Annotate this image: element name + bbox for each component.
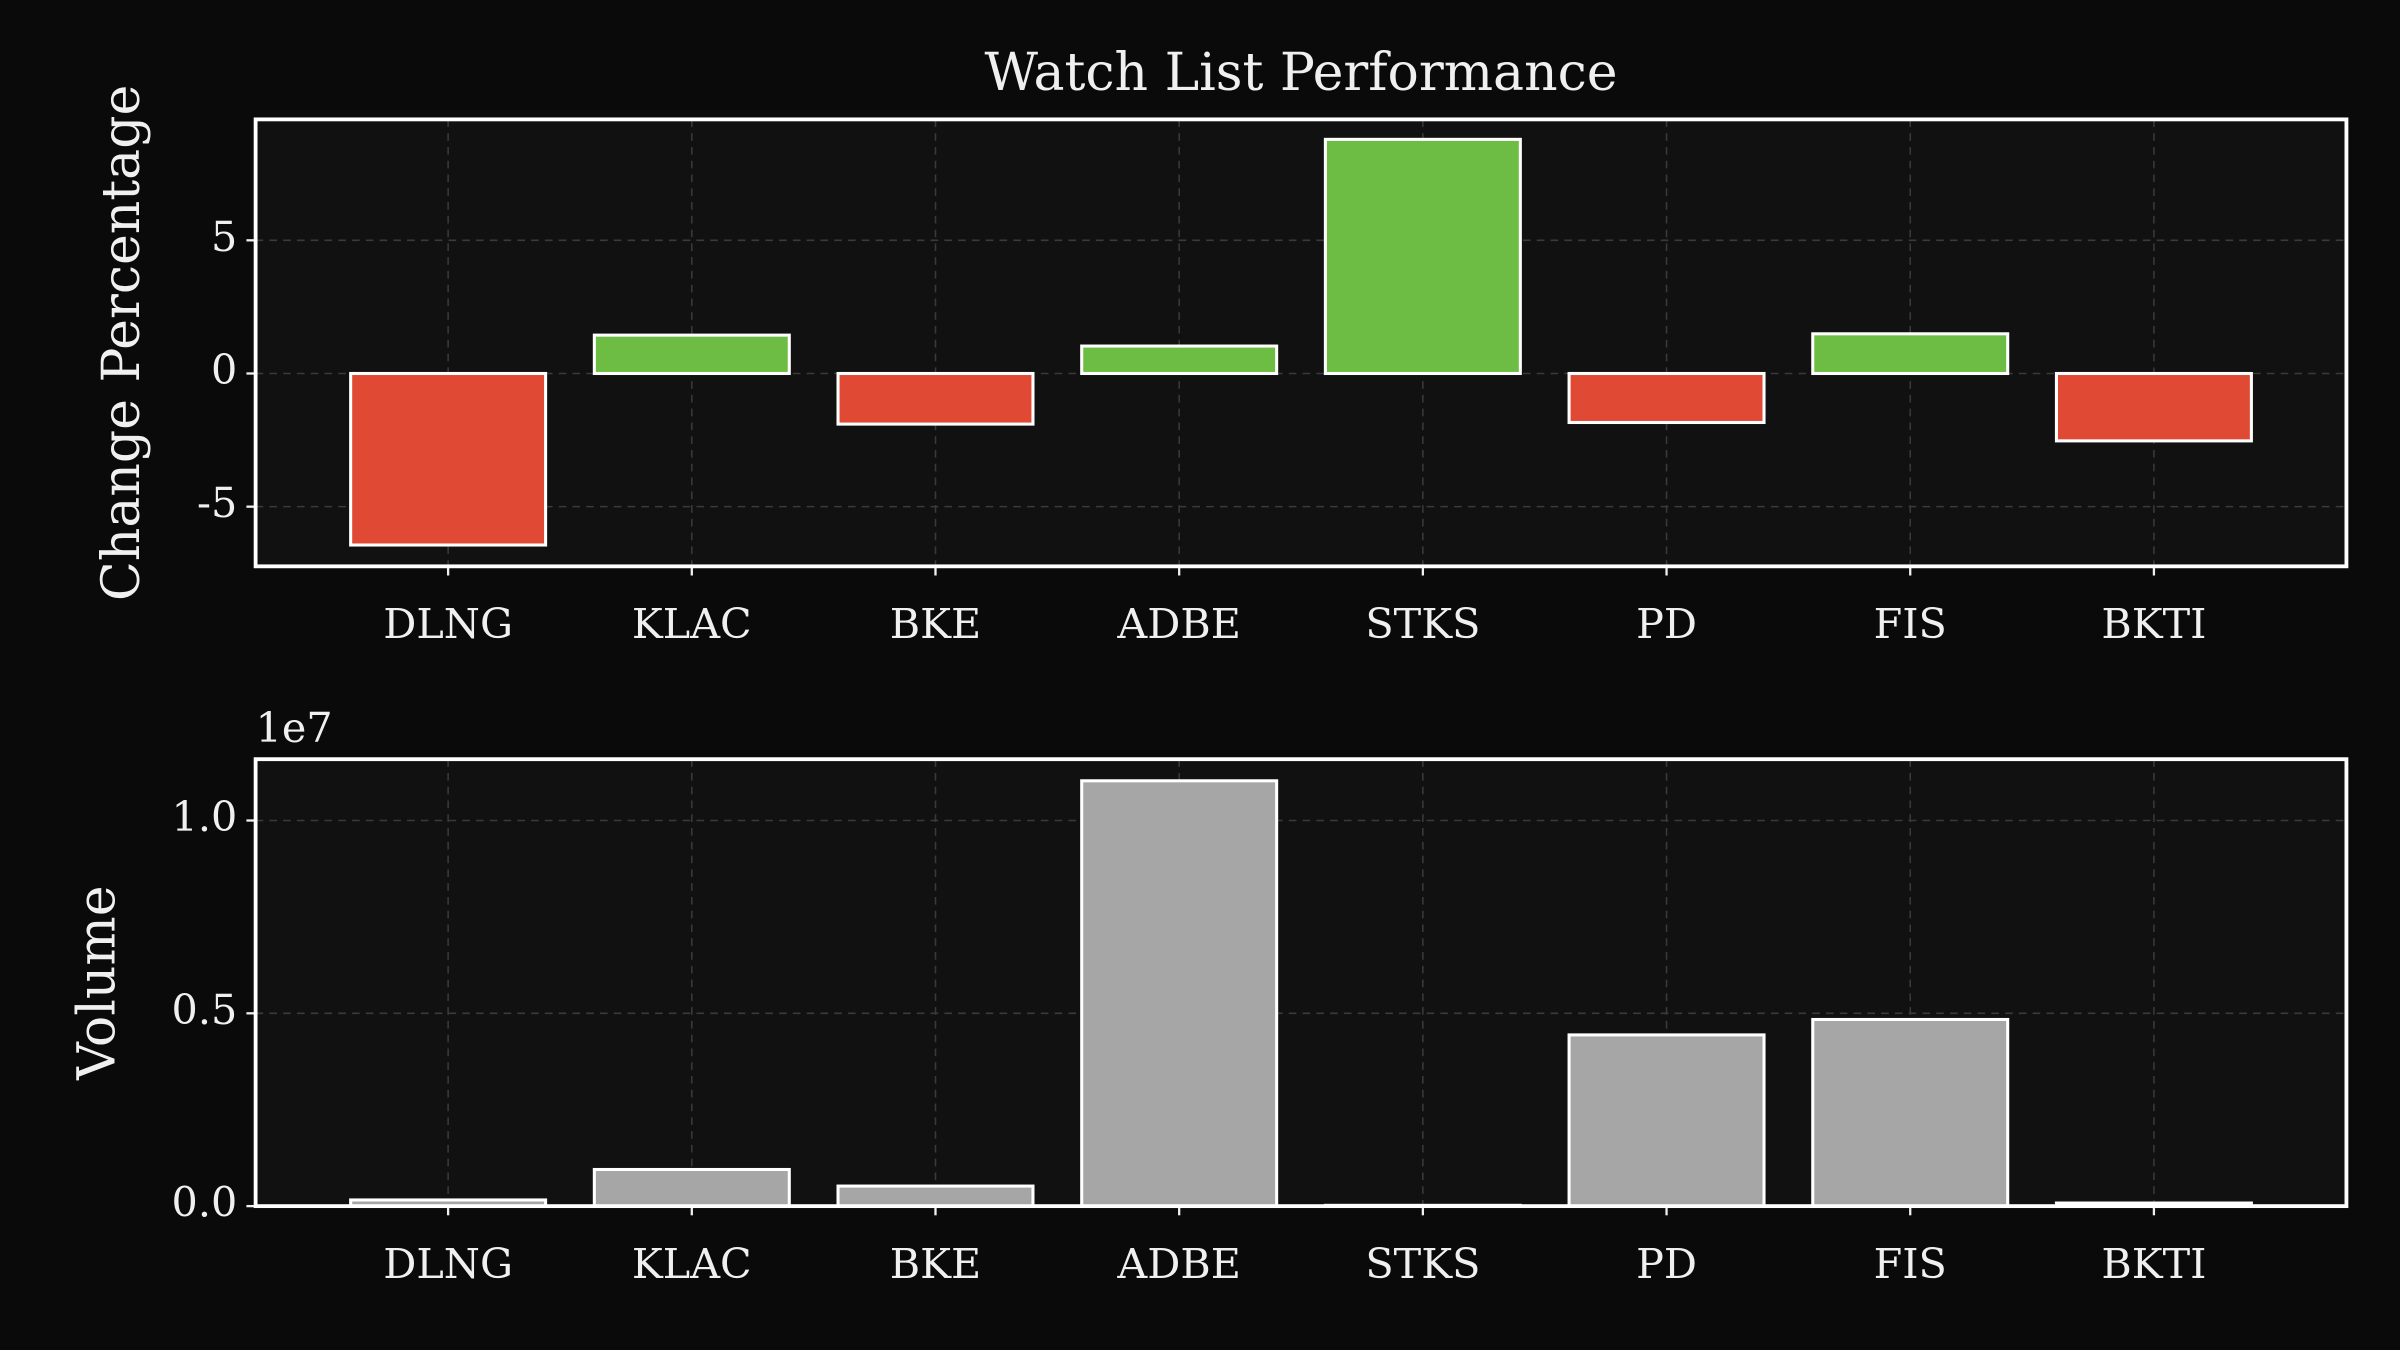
x-tick-label: DLNG xyxy=(383,1240,513,1288)
bar xyxy=(836,1184,1035,1208)
x-tick-label: FIS xyxy=(1874,1240,1947,1288)
x-tick-label: BKE xyxy=(890,1240,981,1288)
x-tick-label: FIS xyxy=(1874,600,1947,648)
bar xyxy=(1567,1033,1766,1208)
y-tick-label: 5 xyxy=(211,213,237,261)
bar xyxy=(592,1167,791,1208)
x-tick-label: DLNG xyxy=(383,600,513,648)
x-tick-label: PD xyxy=(1636,1240,1697,1288)
y-tick-label: -5 xyxy=(197,479,237,527)
x-tick-label: ADBE xyxy=(1116,1240,1240,1288)
plot-area xyxy=(255,119,2347,567)
plot-area xyxy=(255,759,2347,1207)
y-axis-label: Change Percentage xyxy=(92,85,152,601)
chart-title: Watch List Performance xyxy=(985,43,1618,103)
bar xyxy=(2054,371,2253,443)
bar xyxy=(1811,332,2010,376)
y-tick-label: 1.0 xyxy=(172,793,238,841)
axes-frame xyxy=(253,757,2349,1209)
bar xyxy=(1811,1017,2010,1208)
x-tick-label: PD xyxy=(1636,600,1697,648)
x-tick-label: STKS xyxy=(1365,1240,1480,1288)
bar xyxy=(836,371,1035,426)
x-tick-label: ADBE xyxy=(1116,600,1240,648)
y-tick-label: 0.5 xyxy=(172,986,238,1034)
x-tick-label: KLAC xyxy=(632,600,752,648)
bar xyxy=(1567,371,1766,425)
y-offset-label: 1e7 xyxy=(256,704,333,752)
bar xyxy=(349,371,548,547)
y-axis-label: Volume xyxy=(68,885,128,1080)
bar xyxy=(592,333,791,376)
x-tick-label: BKTI xyxy=(2101,600,2206,648)
x-tick-label: STKS xyxy=(1365,600,1480,648)
bar xyxy=(1323,137,1522,376)
axes-frame xyxy=(253,117,2349,569)
x-tick-label: KLAC xyxy=(632,1240,752,1288)
y-tick-label: 0.0 xyxy=(172,1179,238,1227)
x-tick-label: BKE xyxy=(890,600,981,648)
bar xyxy=(1080,779,1279,1208)
x-tick-label: BKTI xyxy=(2101,1240,2206,1288)
y-tick-label: 0 xyxy=(211,346,237,394)
bar xyxy=(1080,344,1279,376)
